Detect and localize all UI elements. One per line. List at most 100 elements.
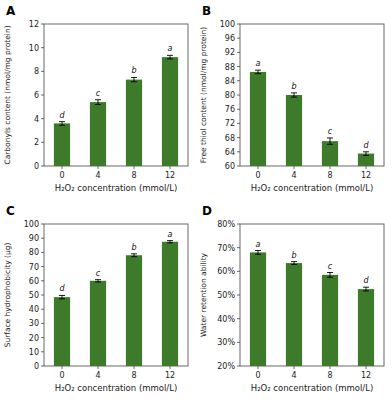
x-tick <box>294 366 295 369</box>
x-tick-label: 12 <box>361 371 371 380</box>
y-tick-label: 6 <box>34 91 39 100</box>
y-tick-label: 0 <box>34 162 39 171</box>
y-axis-label: Carbonyls content (nmol/mg protein) <box>3 25 12 164</box>
significance-letter: d <box>363 276 369 285</box>
error-bar <box>170 55 171 59</box>
error-cap <box>131 256 137 257</box>
x-tick-label: 0 <box>255 371 260 380</box>
significance-letter: b <box>291 82 296 91</box>
significance-letter: d <box>59 111 65 120</box>
x-axis-label: H₂O₂ concentration (mmol/L) <box>55 183 178 193</box>
y-tick <box>41 118 44 119</box>
x-tick <box>330 366 331 369</box>
y-tick <box>237 24 240 25</box>
y-tick <box>41 24 44 25</box>
y-tick-label: 60% <box>217 267 235 276</box>
x-tick <box>170 366 171 369</box>
panel: 0102030405060708090100dcba04812H₂O₂ conc… <box>3 204 188 393</box>
error-cap <box>167 242 173 243</box>
y-tick-label: 20 <box>29 334 39 343</box>
error-bar <box>294 93 295 97</box>
bar <box>286 263 302 366</box>
y-tick-label: 90 <box>29 234 39 243</box>
marks <box>54 241 178 366</box>
y-tick <box>41 323 44 324</box>
y-tick <box>237 271 240 272</box>
error-cap <box>327 272 333 273</box>
y-tick-label: 2 <box>34 138 39 147</box>
y-tick-label: 100 <box>220 20 235 29</box>
x-tick <box>330 166 331 169</box>
x-tick-label: 4 <box>291 171 296 180</box>
panel: 024681012dcba04812H₂O₂ concentration (mm… <box>3 4 188 193</box>
error-cap <box>255 250 261 251</box>
y-tick-label: 8 <box>34 67 39 76</box>
y-tick <box>237 52 240 53</box>
error-cap <box>363 151 369 152</box>
y-tick-label: 20% <box>217 362 235 371</box>
y-tick-label: 96 <box>225 34 235 43</box>
error-cap <box>291 261 297 262</box>
significance-letter: c <box>96 89 101 98</box>
bar <box>162 57 178 166</box>
bar <box>286 95 302 166</box>
x-tick <box>258 366 259 369</box>
marks <box>54 55 178 166</box>
error-cap <box>131 253 137 254</box>
x-tick-label: 8 <box>327 371 332 380</box>
y-tick <box>41 337 44 338</box>
bar <box>250 252 266 366</box>
error-cap <box>255 254 261 255</box>
y-tick <box>237 123 240 124</box>
panel-label: A <box>6 4 16 18</box>
marks <box>250 251 374 366</box>
y-tick <box>237 109 240 110</box>
significance-letter: c <box>96 269 101 278</box>
error-cap <box>363 155 369 156</box>
y-tick <box>41 224 44 225</box>
error-cap <box>167 55 173 56</box>
error-cap <box>327 144 333 145</box>
x-tick <box>258 166 259 169</box>
significance-letter: b <box>131 243 136 252</box>
significance-letter: b <box>291 251 296 260</box>
panel-label: C <box>6 204 15 218</box>
y-tick <box>237 66 240 67</box>
significance-letter: a <box>168 230 173 239</box>
x-tick-label: 0 <box>255 171 260 180</box>
x-tick <box>134 166 135 169</box>
y-tick <box>41 351 44 352</box>
x-tick <box>134 366 135 369</box>
plot-frame <box>240 224 384 366</box>
y-tick-label: 80 <box>29 248 39 257</box>
error-cap <box>95 99 101 100</box>
significance-letter: d <box>59 284 65 293</box>
error-cap <box>291 97 297 98</box>
error-bar <box>366 287 367 291</box>
panel-label: D <box>202 204 212 218</box>
y-tick-label: 60 <box>29 277 39 286</box>
x-tick-label: 4 <box>95 371 100 380</box>
x-tick <box>62 366 63 369</box>
plot-frame <box>44 24 188 166</box>
y-tick-label: 80 <box>225 91 235 100</box>
y-tick-label: 100 <box>24 220 39 229</box>
error-cap <box>291 92 297 93</box>
y-tick <box>41 252 44 253</box>
error-bar <box>134 77 135 81</box>
y-tick <box>237 224 240 225</box>
x-tick-label: 8 <box>131 171 136 180</box>
y-tick-label: 10 <box>29 348 39 357</box>
y-tick <box>237 80 240 81</box>
y-tick-label: 70% <box>217 244 235 253</box>
error-cap <box>59 298 65 299</box>
bar <box>90 281 106 366</box>
x-axis-label: H₂O₂ concentration (mmol/L) <box>251 183 374 193</box>
error-cap <box>327 137 333 138</box>
y-tick <box>41 238 44 239</box>
marks <box>250 70 374 166</box>
y-tick <box>237 95 240 96</box>
x-tick-label: 8 <box>327 171 332 180</box>
error-cap <box>59 295 65 296</box>
error-cap <box>363 287 369 288</box>
